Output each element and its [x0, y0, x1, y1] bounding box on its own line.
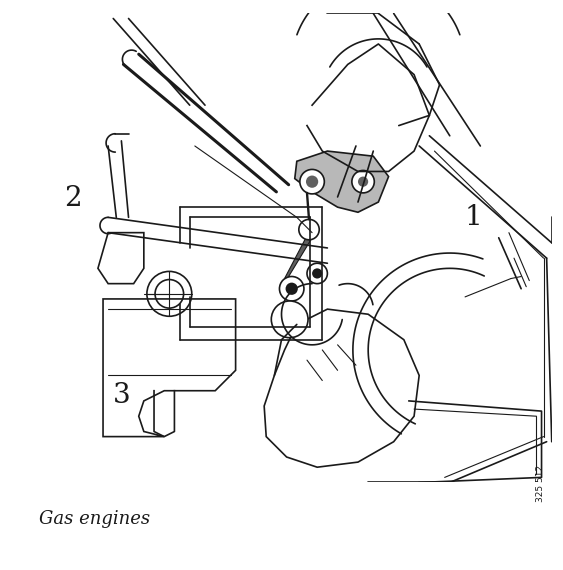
Circle shape — [299, 219, 319, 240]
Text: 2: 2 — [65, 185, 82, 212]
Circle shape — [285, 283, 298, 295]
Text: 3: 3 — [113, 382, 131, 409]
Circle shape — [306, 176, 318, 188]
Polygon shape — [284, 236, 312, 279]
Polygon shape — [295, 151, 388, 212]
Polygon shape — [264, 309, 419, 467]
Circle shape — [352, 170, 374, 193]
Circle shape — [279, 276, 304, 301]
Circle shape — [271, 301, 308, 337]
Text: Gas engines: Gas engines — [39, 510, 150, 528]
Text: 1: 1 — [464, 204, 482, 231]
Circle shape — [358, 177, 368, 187]
Circle shape — [312, 268, 322, 279]
Circle shape — [300, 169, 324, 194]
Text: 325 512: 325 512 — [536, 465, 545, 502]
